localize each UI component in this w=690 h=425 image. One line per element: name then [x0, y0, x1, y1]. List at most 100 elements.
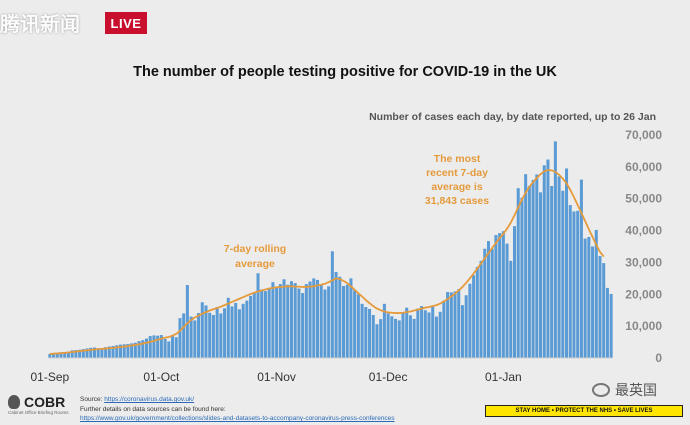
bar	[81, 349, 85, 358]
bar	[576, 210, 580, 358]
details-text: Further details on data sources can be f…	[80, 405, 226, 413]
bar	[539, 192, 543, 358]
bar	[315, 279, 319, 358]
bar	[427, 312, 431, 358]
bar	[368, 308, 372, 358]
bar	[271, 282, 275, 358]
details-link[interactable]: https://www.gov.uk/government/collection…	[80, 415, 395, 422]
bar	[605, 287, 609, 358]
bar	[338, 276, 342, 358]
bar	[531, 179, 535, 358]
bar	[345, 284, 349, 358]
bar	[516, 188, 520, 358]
bar	[561, 190, 565, 358]
bar	[371, 314, 375, 358]
bar	[542, 165, 546, 358]
bar	[74, 350, 78, 358]
bar	[438, 311, 442, 358]
sources-link[interactable]: https://coronavirus.data.gov.uk/	[104, 396, 195, 403]
bar	[297, 288, 301, 358]
bar	[78, 349, 82, 358]
bar	[553, 141, 557, 358]
bar	[524, 174, 528, 358]
bar	[178, 318, 182, 358]
bar	[167, 341, 171, 358]
bar	[535, 174, 539, 358]
bar	[230, 306, 234, 358]
bar	[256, 273, 260, 358]
bar	[587, 236, 591, 358]
watermark-text: 最英国	[615, 383, 657, 399]
live-badge: LIVE	[105, 12, 147, 34]
y-tick-label: 50,000	[625, 192, 662, 206]
bar	[126, 343, 130, 358]
annotation-recent-average: 31,843 cases	[425, 195, 489, 207]
bar	[512, 226, 517, 358]
bar	[594, 229, 598, 358]
bar	[163, 338, 167, 358]
bar	[408, 315, 412, 358]
bar	[208, 312, 212, 358]
bar	[122, 344, 126, 358]
bar	[557, 176, 561, 358]
bar	[330, 251, 334, 358]
bar	[464, 295, 468, 358]
bar	[263, 291, 267, 358]
bar	[156, 335, 160, 358]
bar	[96, 348, 100, 358]
bar	[379, 319, 383, 358]
bar	[360, 303, 364, 358]
bar	[386, 313, 390, 358]
bar	[308, 281, 312, 358]
bar	[211, 314, 215, 358]
annotation-recent-average: recent 7-day	[426, 167, 488, 179]
bar	[401, 312, 405, 358]
bar	[598, 256, 602, 358]
stay-home-banner: STAY HOME • PROTECT THE NHS • SAVE LIVES	[485, 405, 683, 417]
bar	[144, 338, 149, 358]
bar	[66, 351, 70, 358]
bar	[219, 313, 223, 358]
bar	[286, 284, 290, 358]
bar	[431, 306, 435, 358]
bar	[63, 351, 67, 358]
bar	[609, 293, 613, 358]
channel-logo: 腾讯新闻	[0, 12, 80, 36]
bar	[237, 309, 241, 358]
bar	[215, 307, 219, 358]
bar	[423, 310, 427, 358]
bar	[568, 205, 572, 358]
bar	[48, 353, 52, 358]
cobr-logo: COBR	[8, 394, 65, 410]
annotation-rolling-average: average	[235, 258, 275, 270]
y-tick-label: 70,000	[625, 128, 662, 142]
x-tick-label: 01-Dec	[369, 370, 408, 384]
bar	[107, 346, 111, 358]
bar	[434, 316, 438, 358]
bar	[405, 307, 409, 358]
bar	[249, 295, 253, 358]
bar	[579, 179, 583, 358]
sources-block: Source: https://coronavirus.data.gov.uk/…	[80, 395, 395, 424]
bar	[133, 342, 137, 358]
bar	[289, 281, 293, 358]
y-tick-label: 60,000	[625, 160, 662, 174]
bar	[501, 231, 505, 358]
bar	[152, 335, 156, 358]
bar	[460, 305, 464, 358]
annotation-recent-average: average is	[431, 181, 483, 193]
bar	[59, 352, 63, 358]
bar	[282, 279, 286, 358]
bar	[327, 286, 331, 358]
y-tick-label: 40,000	[625, 224, 662, 238]
y-tick-label: 10,000	[625, 319, 662, 333]
bar	[453, 291, 457, 358]
bar	[486, 241, 490, 358]
bar	[278, 284, 282, 358]
bar	[449, 292, 453, 358]
y-tick-label: 30,000	[625, 255, 662, 269]
bar	[498, 233, 502, 358]
bar	[141, 340, 145, 358]
bar	[412, 318, 416, 358]
